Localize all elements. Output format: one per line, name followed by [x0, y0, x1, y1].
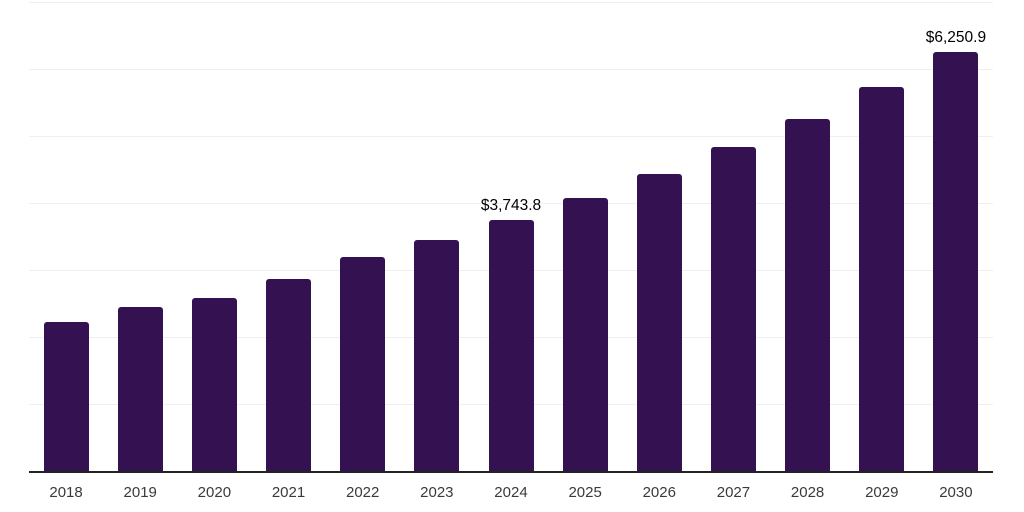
data-label-2024: $3,743.8 [480, 197, 542, 215]
tick-label-2022: 2022 [345, 484, 380, 501]
bar-2025 [562, 197, 608, 471]
bar-2023 [414, 239, 460, 471]
tick-label-2024: 2024 [494, 484, 528, 501]
bar-2018 [43, 321, 89, 471]
bar-2022 [340, 257, 386, 471]
tick-label-2026: 2026 [642, 484, 676, 501]
tick-label-2025: 2025 [568, 484, 602, 501]
gridline-5000 [29, 136, 993, 137]
plot-area: $3,743.8 $6,250.9 [29, 2, 993, 471]
bar-2027 [710, 147, 756, 471]
tick-label-2028: 2028 [790, 484, 825, 501]
bar-2021 [266, 278, 312, 471]
tick-label-2019: 2019 [123, 484, 157, 501]
bar-2020 [191, 298, 237, 471]
tick-label-2018: 2018 [49, 484, 83, 501]
tick-label-2027: 2027 [716, 484, 751, 501]
gridline-6000 [29, 69, 993, 70]
tick-label-2023: 2023 [420, 484, 454, 501]
tick-label-2020: 2020 [197, 484, 232, 501]
bar-2019 [117, 306, 163, 471]
tick-label-2029: 2029 [865, 484, 899, 501]
x-axis-line [29, 471, 993, 473]
bar-2030 [933, 52, 979, 471]
data-label-2030: $6,250.9 [925, 29, 987, 47]
gridline-4000 [29, 203, 993, 204]
bar-2029 [859, 86, 905, 471]
tick-label-2021: 2021 [271, 484, 306, 501]
bar-2028 [785, 118, 831, 471]
gridline-7000 [29, 2, 993, 3]
bar-2024 [488, 220, 534, 471]
tick-label-2030: 2030 [939, 484, 973, 501]
x-axis: 2018 2019 2020 2021 2022 2023 2024 2025 2026 2027… [29, 473, 993, 512]
bar-2026 [636, 173, 682, 471]
